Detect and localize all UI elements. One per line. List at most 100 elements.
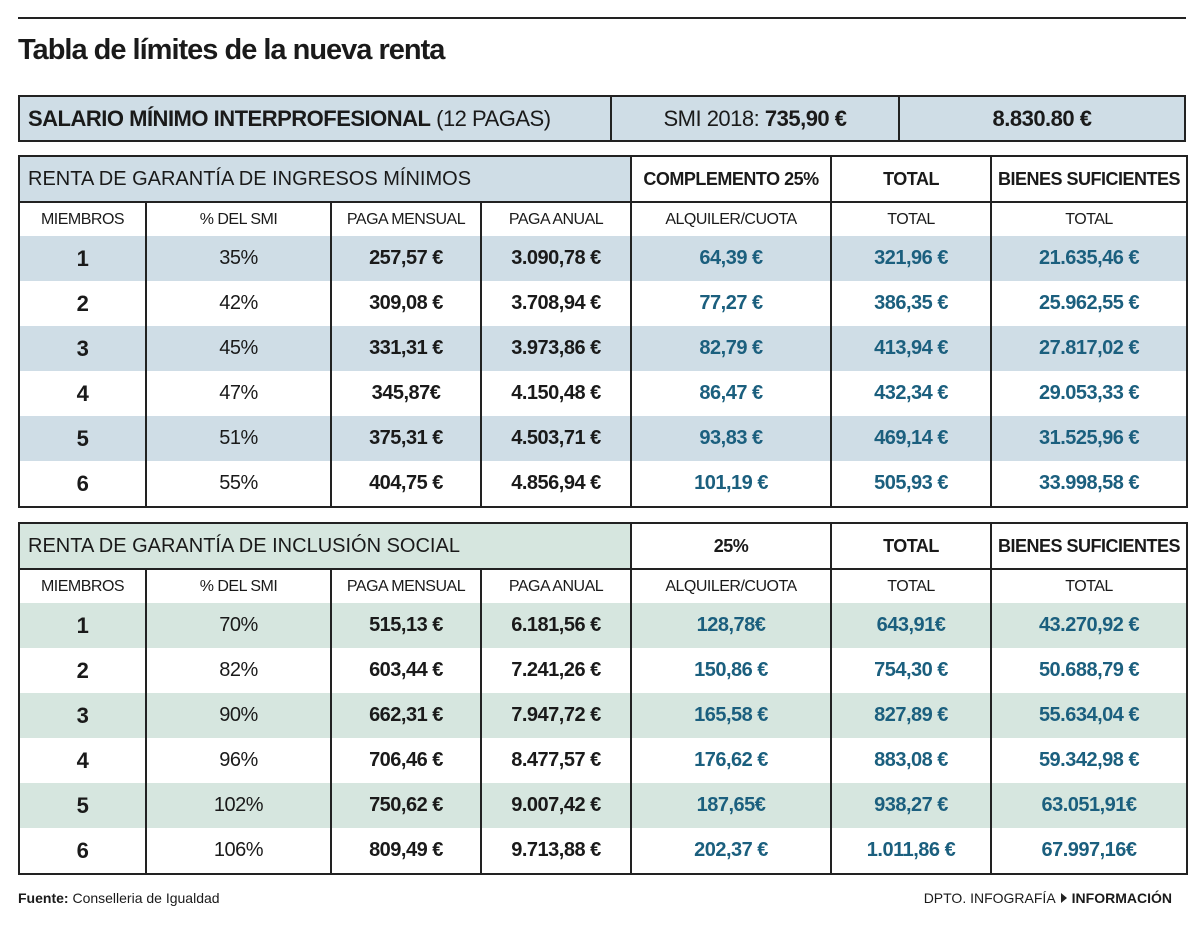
table-cell: 3.708,94 €: [479, 281, 633, 326]
table-cell: 706,46 €: [330, 738, 482, 783]
top-rule: [18, 17, 1186, 19]
table-cell: 331,31 €: [330, 326, 482, 371]
table-row: 2 82% 603,44 €7.241,26 €150,86 €754,30 €50…: [18, 648, 1189, 693]
table-cell: 4.503,71 €: [479, 416, 633, 461]
source: Fuente: Conselleria de Igualdad: [18, 890, 220, 906]
table-cell: 187,65€: [630, 783, 833, 828]
column-header: PAGA ANUAL: [479, 202, 633, 236]
table-cell: 6: [18, 461, 147, 508]
table-cell: 3: [18, 326, 147, 371]
table-cell: 603,44 €: [330, 648, 482, 693]
smi-bar: SALARIO MÍNIMO INTERPROFESIONAL (12 PAGA…: [18, 95, 1186, 142]
table-cell: 309,08 €: [330, 281, 482, 326]
table-cell: 386,35 €: [830, 281, 993, 326]
column-header: MIEMBROS: [18, 569, 147, 603]
table-cell: 165,58 €: [630, 693, 833, 738]
table-cell: 754,30 €: [830, 648, 993, 693]
table-cell: 6.181,56 €: [479, 603, 633, 648]
table-cell: 515,13 €: [330, 603, 482, 648]
table-cell: 883,08 €: [830, 738, 993, 783]
table-cell: 413,94 €: [830, 326, 993, 371]
smi-2018: SMI 2018: 735,90 €: [612, 97, 900, 140]
table-cell: 86,47 €: [630, 371, 833, 416]
triangle-right-icon: [1060, 893, 1067, 903]
table-cell: 4: [18, 738, 147, 783]
table-cell: 47%: [145, 371, 332, 416]
table-cell: 45%: [145, 326, 332, 371]
column-headers: MIEMBROS% DEL SMI PAGA MENSUAL PAGA ANUAL A…: [18, 202, 1189, 236]
table-cell: 63.051,91€: [990, 783, 1189, 828]
smi-label: SALARIO MÍNIMO INTERPROFESIONAL (12 PAGA…: [20, 97, 612, 140]
table-cell: 202,37 €: [630, 828, 833, 875]
table-cell: 1: [18, 236, 147, 281]
column-header: PAGA ANUAL: [479, 569, 633, 603]
table-cell: 6: [18, 828, 147, 875]
column-header: PAGA MENSUAL: [330, 569, 482, 603]
table-cell: 21.635,46 €: [990, 236, 1189, 281]
table-cell: 43.270,92 €: [990, 603, 1189, 648]
table-row: 6 106% 809,49 €9.713,88 €202,37 €1.011,86 …: [18, 828, 1189, 875]
section-header: RENTA DE GARANTÍA DE INCLUSIÓN SOCIAL 25%…: [17, 522, 1189, 570]
table-ingresos-minimos: RENTA DE GARANTÍA DE INGRESOS MÍNIMOS COM…: [17, 155, 1189, 508]
table-inclusion-social: RENTA DE GARANTÍA DE INCLUSIÓN SOCIAL 25%…: [17, 522, 1189, 875]
table-cell: 70%: [145, 603, 332, 648]
section-header: RENTA DE GARANTÍA DE INGRESOS MÍNIMOS COM…: [17, 155, 1189, 203]
table-cell: 51%: [145, 416, 332, 461]
table-cell: 55%: [145, 461, 332, 508]
table-cell: 2: [18, 648, 147, 693]
table-cell: 128,78€: [630, 603, 833, 648]
table-cell: 827,89 €: [830, 693, 993, 738]
section-title: RENTA DE GARANTÍA DE INCLUSIÓN SOCIAL: [17, 522, 633, 570]
table-cell: 662,31 €: [330, 693, 482, 738]
page-title: Tabla de límites de la nueva renta: [18, 34, 445, 66]
table-row: 2 42% 309,08 €3.708,94 €77,27 €386,35 €25.…: [18, 281, 1189, 326]
column-headers: MIEMBROS% DEL SMI PAGA MENSUAL PAGA ANUAL A…: [18, 569, 1189, 603]
table-cell: 101,19 €: [630, 461, 833, 508]
table-cell: 55.634,04 €: [990, 693, 1189, 738]
table-cell: 33.998,58 €: [990, 461, 1189, 508]
column-header: ALQUILER/CUOTA: [630, 569, 833, 603]
column-header: TOTAL: [830, 569, 993, 603]
table-row: 4 96% 706,46 €8.477,57 €176,62 €883,08 €59…: [18, 738, 1189, 783]
table-cell: 505,93 €: [830, 461, 993, 508]
table-cell: 102%: [145, 783, 332, 828]
column-header: TOTAL: [990, 569, 1189, 603]
table-row: 1 35% 257,57 €3.090,78 €64,39 €321,96 €21.…: [18, 236, 1189, 281]
table-cell: 96%: [145, 738, 332, 783]
column-header: TOTAL: [990, 202, 1189, 236]
table-cell: 3: [18, 693, 147, 738]
table-cell: 90%: [145, 693, 332, 738]
table-cell: 3.090,78 €: [479, 236, 633, 281]
table-row: 5 102% 750,62 €9.007,42 €187,65€ 938,27 €63…: [18, 783, 1189, 828]
column-header: PAGA MENSUAL: [330, 202, 482, 236]
table-cell: 82%: [145, 648, 332, 693]
header-bienes: BIENES SUFICIENTES: [990, 522, 1189, 570]
table-cell: 432,34 €: [830, 371, 993, 416]
table-cell: 257,57 €: [330, 236, 482, 281]
column-header: % DEL SMI: [145, 202, 332, 236]
table-cell: 4.150,48 €: [479, 371, 633, 416]
table-cell: 4: [18, 371, 147, 416]
table-cell: 31.525,96 €: [990, 416, 1189, 461]
table-cell: 64,39 €: [630, 236, 833, 281]
table-cell: 150,86 €: [630, 648, 833, 693]
table-cell: 42%: [145, 281, 332, 326]
header-bienes: BIENES SUFICIENTES: [990, 155, 1189, 203]
header-total: TOTAL: [830, 155, 993, 203]
table-cell: 4.856,94 €: [479, 461, 633, 508]
table-cell: 59.342,98 €: [990, 738, 1189, 783]
table-cell: 82,79 €: [630, 326, 833, 371]
table-cell: 106%: [145, 828, 332, 875]
table-row: 6 55% 404,75 €4.856,94 €101,19 €505,93 €33…: [18, 461, 1189, 508]
table-row: 1 70% 515,13 €6.181,56 €128,78€ 643,91€ 43.2…: [18, 603, 1189, 648]
table-row: 3 90% 662,31 €7.947,72 €165,58 €827,89 €55…: [18, 693, 1189, 738]
table-row: 3 45% 331,31 €3.973,86 €82,79 €413,94 €27.…: [18, 326, 1189, 371]
table-cell: 67.997,16€: [990, 828, 1189, 875]
table-cell: 9.713,88 €: [479, 828, 633, 875]
smi-annual: 8.830.80 €: [992, 105, 1092, 131]
table-cell: 5: [18, 416, 147, 461]
table-cell: 50.688,79 €: [990, 648, 1189, 693]
table-cell: 176,62 €: [630, 738, 833, 783]
section-title: RENTA DE GARANTÍA DE INGRESOS MÍNIMOS: [17, 155, 633, 203]
table-cell: 375,31 €: [330, 416, 482, 461]
